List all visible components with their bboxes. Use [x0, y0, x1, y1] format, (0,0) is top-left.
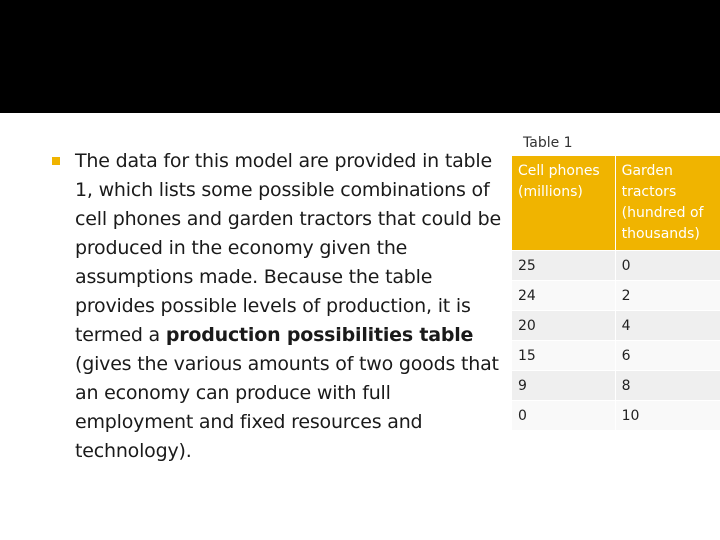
garden-tractors-value: 10 — [615, 400, 720, 430]
table-header-row: Cell phones (millions) Garden tractors (… — [512, 156, 720, 251]
cell-phones-value: 24 — [512, 280, 616, 311]
bullet-text: The data for this model are provided in … — [75, 147, 512, 466]
cell-phones-value: 15 — [512, 340, 616, 371]
garden-tractors-value: 4 — [615, 310, 720, 341]
table-row: 20 4 — [512, 310, 720, 341]
bullet-square-icon — [52, 157, 60, 165]
cell-phones-value: 9 — [512, 370, 616, 401]
production-possibilities-table: Cell phones (millions) Garden tractors (… — [512, 156, 720, 430]
table-caption: Table 1 — [523, 135, 573, 151]
garden-tractors-value: 0 — [615, 250, 720, 281]
garden-tractors-value: 2 — [615, 280, 720, 311]
cell-phones-value: 20 — [512, 310, 616, 341]
garden-tractors-value: 6 — [615, 340, 720, 371]
bullet-text-rest: (gives the various amounts of two goods … — [75, 353, 499, 462]
title-band — [0, 0, 720, 113]
cell-phones-value: 0 — [512, 400, 616, 430]
header-cell-phones: Cell phones (millions) — [512, 156, 616, 251]
header-garden-tractors: Garden tractors (hundred of thousands) — [615, 156, 720, 251]
table-row: 9 8 — [512, 370, 720, 401]
cell-phones-value: 25 — [512, 250, 616, 281]
bullet-text-intro: The data for this model are provided in … — [75, 150, 501, 346]
table-row: 15 6 — [512, 340, 720, 371]
bullet-text-bold-term: production possibilities table — [165, 324, 474, 346]
table-row: 0 10 — [512, 400, 720, 430]
table-row: 25 0 — [512, 250, 720, 281]
garden-tractors-value: 8 — [615, 370, 720, 401]
table-row: 24 2 — [512, 280, 720, 311]
